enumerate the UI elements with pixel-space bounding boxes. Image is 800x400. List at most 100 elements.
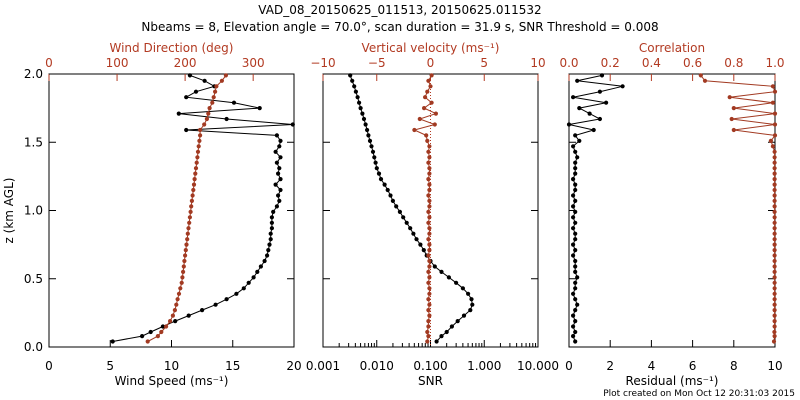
series-red-point (423, 95, 428, 100)
series-red-point (770, 84, 776, 89)
y-tick-label: 2.0 (24, 67, 43, 81)
series-black-point (434, 339, 439, 344)
series-black-point (414, 237, 419, 242)
series-red-point (772, 324, 777, 329)
series-black-point (404, 220, 409, 225)
series-red-point (772, 269, 777, 274)
top-tick-label: 0 (427, 56, 435, 70)
series-red-point (772, 313, 777, 318)
series-red-point (772, 275, 777, 280)
bottom-tick-label: 20 (286, 359, 301, 373)
top-tick-label: 1.0 (765, 56, 784, 70)
series-black-point (573, 339, 578, 344)
bottom-tick-label: 1.000 (467, 359, 501, 373)
series-red-point (427, 313, 432, 318)
series-red-point (190, 193, 195, 198)
series-red-point (204, 116, 209, 122)
panel-frame (568, 73, 776, 348)
y-axis-label: z (km AGL) (2, 178, 16, 244)
series-black-point (276, 193, 281, 198)
series-black-point (255, 269, 260, 274)
series-black-point (397, 209, 402, 214)
series-black-point (573, 133, 578, 138)
series-black-point (468, 308, 473, 313)
series-black-point (444, 329, 449, 335)
series-black-point (571, 204, 576, 209)
series-black-point (469, 297, 474, 302)
series-black-point (251, 275, 256, 280)
bottom-tick-label: 2 (606, 359, 614, 373)
series-red-point (729, 116, 734, 122)
series-black-point (148, 329, 153, 335)
series-black-point (110, 339, 115, 344)
series-black-point (421, 248, 426, 253)
series-black-point (290, 122, 295, 127)
bottom-tick-label: 0.100 (413, 359, 447, 373)
series-red-point (187, 220, 192, 225)
series-red-point (772, 253, 777, 258)
bottom-tick-label: 0.001 (306, 359, 340, 373)
y-tick-label: 0.0 (24, 340, 43, 354)
series-red-point (195, 155, 200, 160)
series-red-point (426, 177, 431, 182)
series-red-point (184, 242, 189, 247)
series-black-point (372, 155, 377, 160)
series-red-point (772, 286, 777, 291)
series-black-point (388, 193, 393, 198)
series-red-point (196, 144, 201, 149)
series-black-point (573, 280, 578, 285)
series-black-point (571, 324, 576, 329)
series-red-point (426, 237, 431, 242)
series-red-point (223, 73, 228, 78)
series-red-point (427, 258, 432, 264)
series-red-point (772, 258, 777, 264)
series-black-point (374, 166, 379, 171)
series-red-point (207, 106, 212, 111)
series-black-point (268, 237, 273, 242)
series-red-point (193, 171, 198, 176)
series-black-point (385, 187, 390, 193)
series-red-point (772, 308, 777, 313)
series-black-point (271, 209, 276, 214)
series-black-point (575, 155, 580, 160)
bottom-tick-label: 0.010 (360, 359, 394, 373)
series-red-point (195, 149, 201, 154)
series-black-point (369, 144, 374, 149)
series-red-point (426, 160, 431, 165)
series-black-point (418, 242, 423, 247)
series-black-point (571, 177, 576, 182)
series-red-point (772, 133, 778, 138)
top-axis-label: Correlation (639, 41, 705, 55)
series-red-point (428, 84, 433, 89)
series-red-point (182, 258, 187, 264)
series-black-point (269, 215, 274, 220)
top-tick-label: 10 (530, 56, 545, 70)
series-black-point (571, 253, 576, 258)
series-black-point (571, 242, 576, 247)
series-black-point (358, 106, 363, 111)
series-red-point (188, 209, 193, 214)
series-black-point (454, 280, 459, 285)
series-red-point (772, 193, 777, 198)
panel-frame (48, 73, 295, 348)
series-red-point (772, 171, 777, 176)
series-black-point (160, 324, 165, 329)
top-tick-label: 100 (106, 56, 129, 70)
y-tick-label: 0.5 (24, 272, 43, 286)
series-red-point (193, 166, 199, 171)
series-red-point (172, 308, 177, 313)
bottom-tick-label: 0 (565, 359, 573, 373)
top-tick-label: 0.8 (724, 56, 743, 70)
series-black-point (357, 100, 362, 105)
series-black-point (439, 269, 444, 274)
series-red-line (147, 75, 227, 342)
series-black-point (184, 95, 189, 100)
series-red-point (772, 220, 777, 225)
series-red-point (772, 248, 777, 253)
series-black-point (366, 133, 371, 138)
series-red-point (187, 215, 192, 220)
series-black-point (460, 286, 465, 291)
series-red-point (427, 171, 432, 176)
